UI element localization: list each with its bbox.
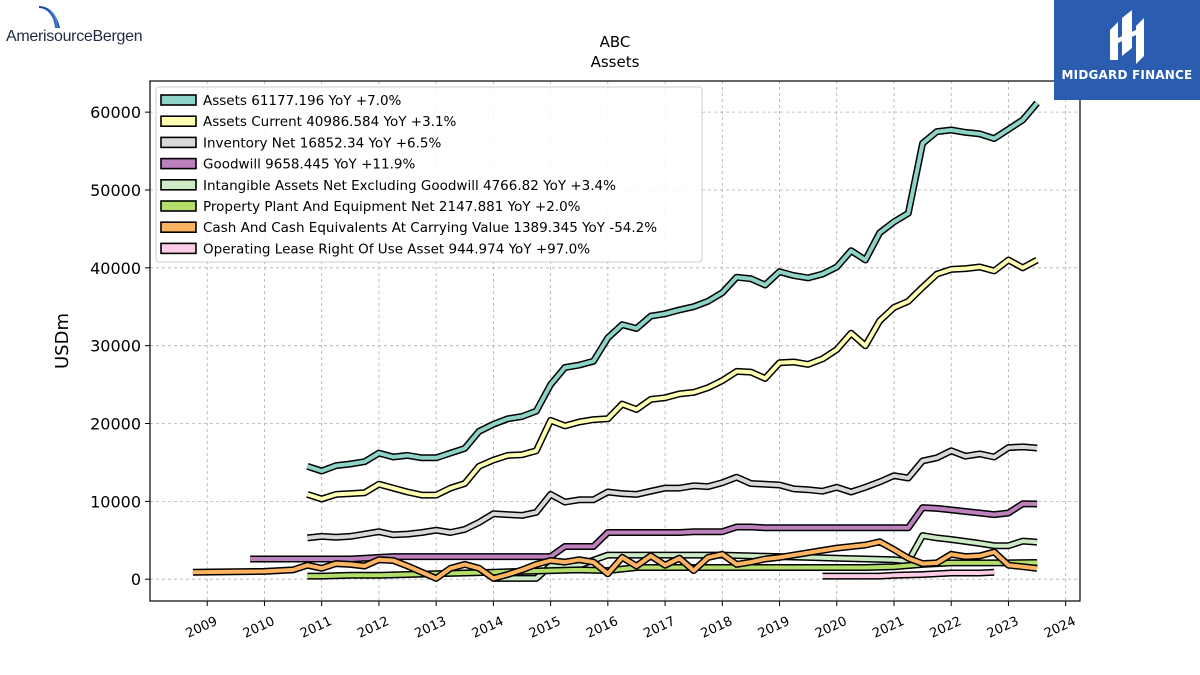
midgard-m-icon — [1110, 10, 1144, 64]
legend-box — [155, 86, 703, 263]
y-tick-label: 10000 — [90, 492, 141, 511]
series-lines — [192, 100, 1040, 582]
series-line-cash-and-cash-equivalents-at-carrying-value — [192, 539, 1038, 581]
legend-swatch — [160, 242, 197, 255]
x-tick-label: 2014 — [470, 614, 506, 642]
legend-label: Property Plant And Equipment Net 2147.88… — [203, 199, 581, 215]
midgard-finance-logo: MIDGARD FINANCE — [1054, 0, 1200, 100]
y-tick-label: 50000 — [90, 181, 141, 200]
x-tick-label: 2020 — [813, 614, 849, 642]
x-tick-label: 2019 — [756, 614, 792, 642]
x-tick-label: 2023 — [985, 614, 1021, 642]
legend-label: Operating Lease Right Of Use Asset 944.9… — [203, 241, 590, 257]
y-axis-label: USDm — [52, 313, 73, 369]
series-line-assets-current — [306, 258, 1039, 501]
legend-label: Assets Current 40986.584 YoY +3.1% — [203, 114, 457, 130]
x-tick-label: 2010 — [241, 614, 277, 642]
x-tick-label: 2018 — [699, 614, 735, 642]
series-line-inventory-net — [307, 444, 1038, 540]
x-tick-label: 2021 — [870, 614, 906, 642]
right-logo-text: MIDGARD FINANCE — [1061, 68, 1193, 82]
legend-swatch — [160, 115, 197, 127]
x-axis: 2009 2010 2011 2012 2013 2014 2015 2016 2017 2018… — [184, 601, 1078, 642]
x-tick-label: 2012 — [355, 614, 391, 642]
x-tick-label: 2024 — [1042, 614, 1078, 642]
legend: Assets 61177.196 YoY +7.0% Assets Current… — [155, 86, 703, 263]
y-tick-label: 20000 — [90, 415, 141, 434]
left-logo-text: AmerisourceBergen — [6, 28, 143, 45]
x-tick-label: 2017 — [641, 614, 677, 642]
amerisourcebergen-logo: AmerisourceBergen — [6, 6, 166, 46]
chart-title: ABC — [600, 33, 631, 51]
y-tick-label: 40000 — [90, 259, 141, 278]
plot-frame — [149, 80, 1081, 602]
legend-swatch — [160, 157, 197, 170]
x-tick-label: 2016 — [584, 614, 620, 642]
legend-label: Goodwill 9658.445 YoY +11.9% — [203, 157, 415, 173]
x-tick-label: 2009 — [184, 614, 220, 642]
y-tick-label: 0 — [131, 570, 141, 589]
chart-subtitle: Assets — [591, 53, 640, 71]
series-line-assets — [306, 101, 1039, 473]
x-tick-label: 2011 — [298, 614, 334, 642]
legend-label: Intangible Assets Net Excluding Goodwill… — [203, 178, 616, 194]
legend-swatch — [160, 94, 197, 106]
legend-label: Cash And Cash Equivalents At Carrying Va… — [203, 220, 657, 236]
x-tick-label: 2015 — [527, 614, 563, 642]
wave-logo-icon — [39, 6, 60, 28]
y-axis: 0 10000 20000 30000 40000 50000 60000 — [90, 103, 150, 589]
y-tick-label: 30000 — [90, 337, 141, 356]
series-line-intangible-assets-net-excluding-goodwill — [493, 533, 1038, 581]
legend-swatch — [160, 200, 197, 212]
legend-label: Assets 61177.196 YoY +7.0% — [203, 93, 402, 109]
legend-label: Inventory Net 16852.34 YoY +6.5% — [203, 135, 441, 151]
x-tick-label: 2022 — [928, 614, 964, 642]
series-line-operating-lease-right-of-use-asset — [822, 570, 995, 579]
legend-swatch — [160, 136, 197, 149]
y-tick-label: 60000 — [90, 103, 141, 122]
legend-swatch — [160, 179, 197, 191]
x-tick-label: 2013 — [413, 614, 449, 642]
legend-swatch — [160, 221, 197, 233]
